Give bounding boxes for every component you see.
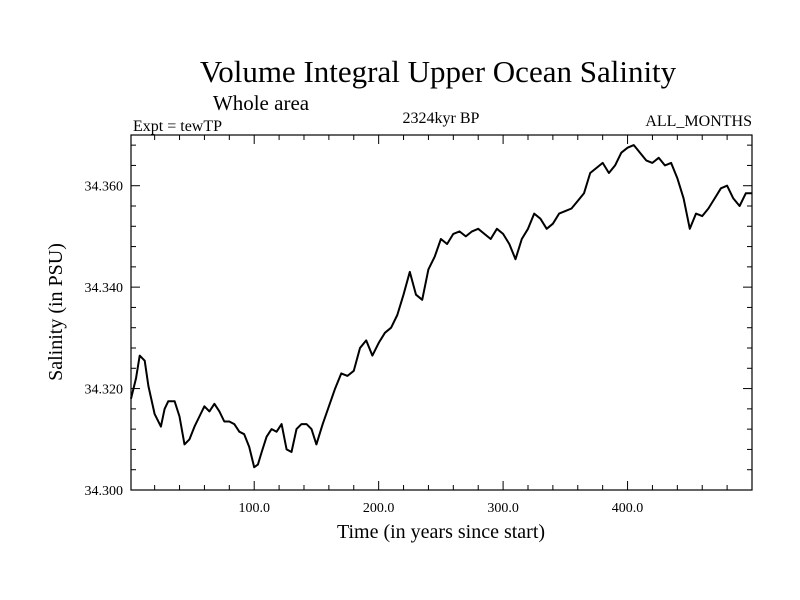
chart-subtitle: Whole area: [213, 91, 310, 115]
y-tick-label: 34.300: [85, 484, 124, 499]
y-tick-label: 34.320: [85, 383, 124, 398]
y-axis-title: Salinity (in PSU): [45, 243, 67, 381]
y-tick-label: 34.340: [85, 281, 124, 296]
x-axis-title: Time (in years since start): [337, 521, 545, 543]
months-label: ALL_MONTHS: [645, 113, 752, 130]
x-tick-label: 300.0: [487, 501, 519, 516]
y-tick-labels: 34.300 34.320 34.340 34.360: [85, 180, 124, 499]
x-tick-label: 200.0: [363, 501, 395, 516]
x-tick-labels: 100.0 200.0 300.0 400.0: [238, 501, 643, 516]
chart-title: Volume Integral Upper Ocean Salinity: [200, 54, 677, 89]
x-tick-label: 400.0: [612, 501, 644, 516]
plot-frame: [130, 134, 753, 491]
x-tick-label: 100.0: [238, 501, 270, 516]
y-tick-label: 34.360: [85, 180, 124, 195]
experiment-label: Expt = tewTP: [133, 118, 222, 135]
axis-ticks: [131, 135, 752, 491]
period-label: 2324kyr BP: [403, 110, 480, 127]
salinity-series-line: [130, 144, 752, 469]
